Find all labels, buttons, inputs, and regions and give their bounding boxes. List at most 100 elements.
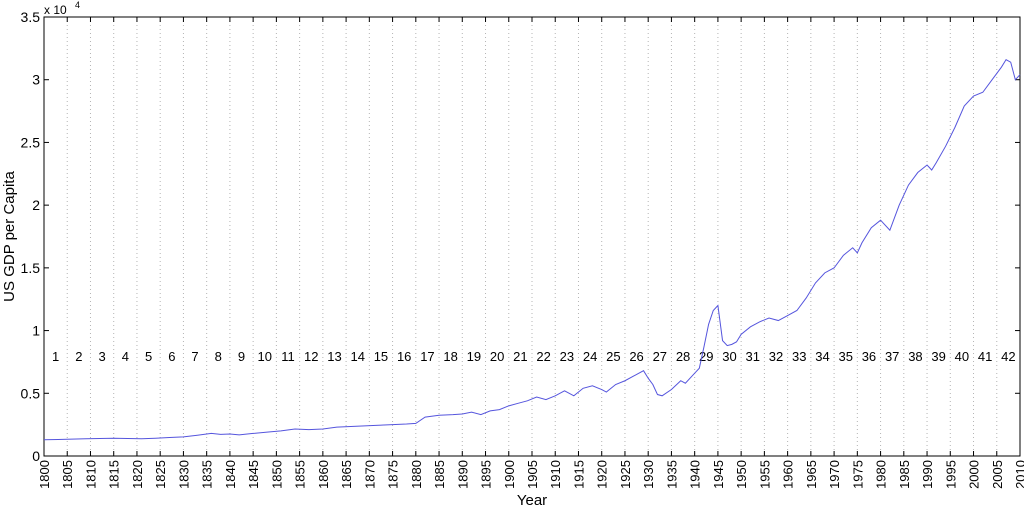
period-label: 40: [955, 349, 969, 364]
y-axis-ticks: 0 0.5 1 1.5 2 2.5 3 3.5: [21, 9, 1020, 464]
y-tick-label: 0.5: [21, 385, 41, 401]
x-tick-label: 1850: [269, 460, 284, 489]
period-label: 20: [490, 349, 504, 364]
period-label: 24: [583, 349, 597, 364]
x-tick-label: 1985: [897, 460, 912, 489]
x-tick-label: 1875: [386, 460, 401, 489]
period-label: 15: [374, 349, 388, 364]
x-tick-label: 1895: [479, 460, 494, 489]
period-label: 28: [676, 349, 690, 364]
y-tick-label: 3.5: [21, 9, 41, 25]
x-tick-label: 2000: [967, 460, 982, 489]
x-tick-label: 1940: [688, 460, 703, 489]
x-tick-label: 1975: [850, 460, 865, 489]
x-tick-label: 1855: [293, 460, 308, 489]
x-tick-label: 1950: [734, 460, 749, 489]
x-tick-label: 2010: [1013, 460, 1024, 489]
x-tick-label: 1865: [339, 460, 354, 489]
period-label: 16: [397, 349, 411, 364]
period-label: 8: [215, 349, 222, 364]
period-label: 1: [52, 349, 59, 364]
period-label: 31: [746, 349, 760, 364]
period-label: 42: [1001, 349, 1015, 364]
period-label: 35: [838, 349, 852, 364]
x-tick-label: 1960: [781, 460, 796, 489]
period-label: 26: [629, 349, 643, 364]
series-layer: [43, 58, 1021, 441]
plot-frame: [43, 16, 1021, 457]
x-tick-label: 1995: [943, 460, 958, 489]
x-tick-label: 1955: [757, 460, 772, 489]
x-tick-label: 1845: [246, 460, 261, 489]
x-tick-label: 1835: [200, 460, 215, 489]
period-label: 5: [145, 349, 152, 364]
period-label: 9: [238, 349, 245, 364]
period-label: 41: [978, 349, 992, 364]
y-axis-label: US GDP per Capita: [1, 171, 18, 302]
x-tick-label: 1820: [130, 460, 145, 489]
period-label: 34: [815, 349, 829, 364]
period-label: 6: [168, 349, 175, 364]
x-tick-label: 1915: [571, 460, 586, 489]
period-label: 19: [467, 349, 481, 364]
period-label: 22: [536, 349, 550, 364]
x-tick-label: 1810: [83, 460, 98, 489]
x-axis-label: Year: [517, 492, 547, 508]
period-label: 3: [98, 349, 105, 364]
period-label: 27: [653, 349, 667, 364]
period-label: 36: [862, 349, 876, 364]
y-tick-label: 2: [32, 197, 40, 213]
period-label: 21: [513, 349, 527, 364]
x-tick-label: 1880: [409, 460, 424, 489]
y-exponent-power: 4: [75, 0, 80, 10]
y-exponent-label: x 10: [44, 3, 67, 17]
x-tick-label: 1935: [664, 460, 679, 489]
x-tick-label: 1860: [316, 460, 331, 489]
period-label: 38: [908, 349, 922, 364]
x-tick-label: 1830: [176, 460, 191, 489]
period-label: 10: [258, 349, 272, 364]
x-tick-label: 1870: [362, 460, 377, 489]
series-line: [43, 58, 1021, 441]
period-label: 39: [931, 349, 945, 364]
x-tick-label: 1970: [827, 460, 842, 489]
period-label: 2: [75, 349, 82, 364]
period-label: 33: [792, 349, 806, 364]
y-tick-label: 2.5: [21, 134, 41, 150]
x-tick-label: 1840: [223, 460, 238, 489]
x-tick-label: 1885: [432, 460, 447, 489]
x-tick-label: 1925: [618, 460, 633, 489]
vertical-grid: [66, 17, 998, 456]
y-tick-label: 3: [32, 72, 40, 88]
x-tick-label: 1980: [874, 460, 889, 489]
x-tick-label: 2005: [990, 460, 1005, 489]
period-label: 13: [327, 349, 341, 364]
x-tick-label: 1945: [711, 460, 726, 489]
x-tick-label: 1800: [37, 460, 52, 489]
x-tick-label: 1900: [502, 460, 517, 489]
x-tick-label: 1920: [595, 460, 610, 489]
period-label: 23: [560, 349, 574, 364]
period-label: 18: [443, 349, 457, 364]
x-tick-label: 1825: [153, 460, 168, 489]
period-labels: 1 2 3 4 5 6 7 8 9 10 11 12 13 14 15 16 17 18 19 20 21 22 23 24 2…: [52, 349, 1016, 364]
x-axis-ticks: 1800 1805 1810 1815 1820 1825 1830 1835 1840 1845…: [37, 17, 1024, 489]
x-tick-label: 1890: [455, 460, 470, 489]
x-tick-label: 1805: [60, 460, 75, 489]
period-label: 11: [281, 349, 295, 364]
period-label: 32: [769, 349, 783, 364]
period-label: 7: [191, 349, 198, 364]
x-tick-label: 1905: [525, 460, 540, 489]
period-label: 37: [885, 349, 899, 364]
y-tick-label: 1: [32, 323, 40, 339]
x-tick-label: 1965: [804, 460, 819, 489]
period-label: 4: [122, 349, 129, 364]
x-tick-label: 1990: [920, 460, 935, 489]
x-tick-label: 1910: [548, 460, 563, 489]
period-label: 12: [304, 349, 318, 364]
x-tick-label: 1815: [107, 460, 122, 489]
period-label: 17: [420, 349, 434, 364]
y-tick-label: 0: [32, 448, 40, 464]
period-label: 14: [350, 349, 364, 364]
